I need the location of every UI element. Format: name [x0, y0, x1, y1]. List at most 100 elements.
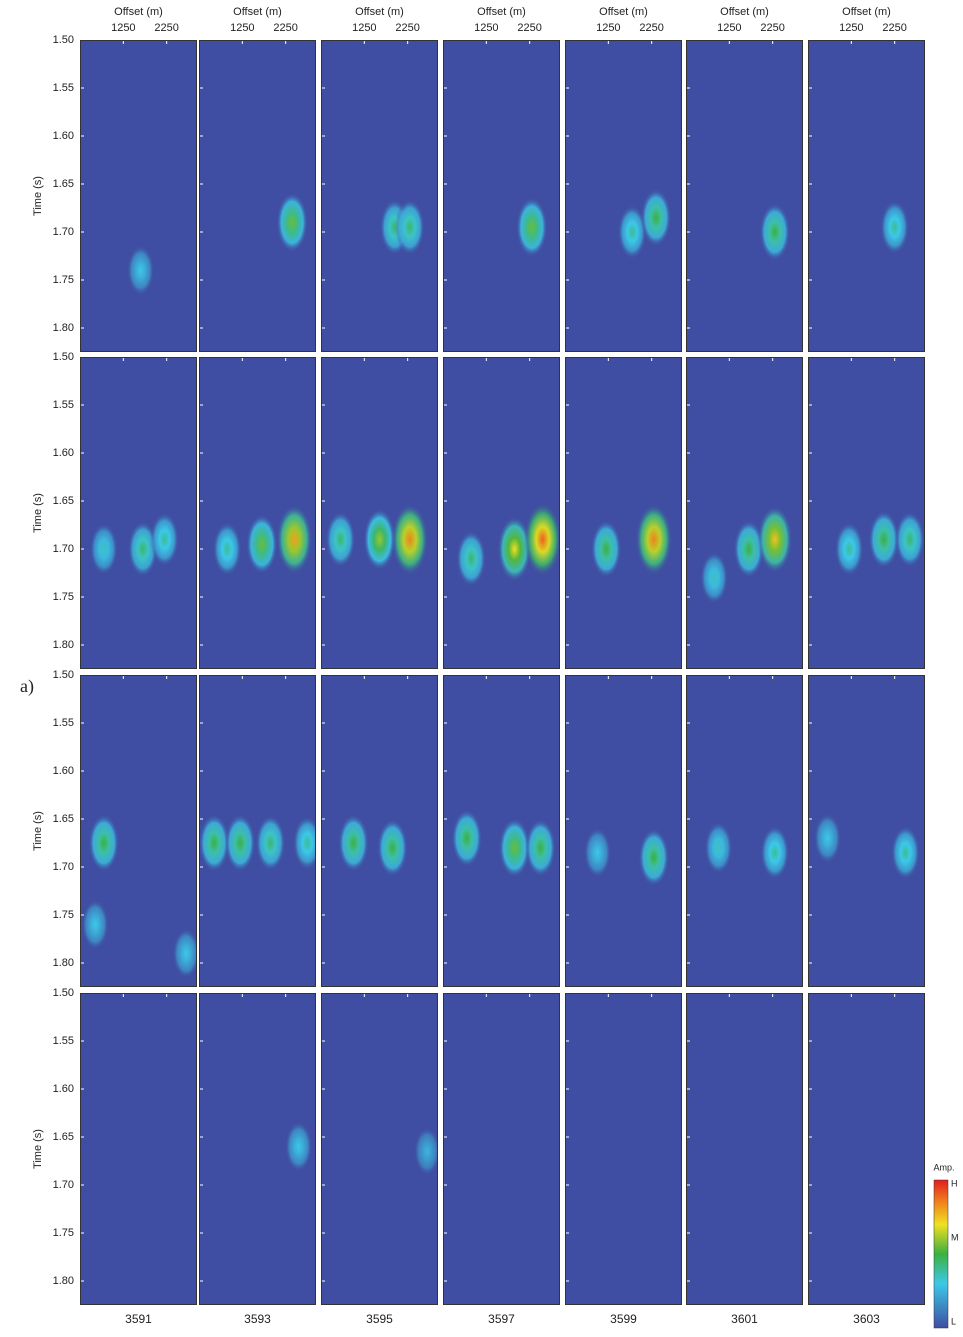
panel-background — [80, 357, 197, 669]
panel-frame — [321, 40, 438, 352]
panel — [686, 675, 803, 987]
panel — [443, 40, 560, 352]
amplitude-anomaly — [225, 814, 256, 872]
panel-frame — [443, 675, 560, 987]
panel-background — [686, 675, 803, 987]
colorbar-title: Amp. — [933, 1162, 954, 1172]
y-tick-label: 1.60 — [53, 765, 74, 777]
panel — [321, 675, 438, 987]
amplitude-anomaly — [498, 818, 531, 878]
amplitude-anomaly — [757, 505, 793, 573]
colorbar-label: M — [951, 1232, 959, 1242]
amplitude-anomaly — [338, 814, 369, 872]
panel — [686, 357, 803, 669]
panel — [321, 357, 438, 669]
panel — [808, 993, 925, 1305]
y-tick-label: 1.70 — [53, 861, 74, 873]
colorbar-label: H — [951, 1178, 958, 1188]
x-tick-label: 2250 — [395, 22, 419, 34]
panel-frame — [686, 357, 803, 669]
panel-frame — [565, 357, 682, 669]
amplitude-anomaly — [834, 522, 864, 576]
x-tick-label: 1250 — [839, 22, 863, 34]
amplitude-anomaly — [172, 928, 197, 979]
amplitude-anomaly — [456, 530, 486, 587]
y-tick-label: 1.50 — [53, 987, 74, 999]
x-tick-label: 2250 — [760, 22, 784, 34]
amplitude-anomaly — [377, 819, 408, 877]
amplitude-anomaly — [128, 521, 158, 577]
y-tick-label: 1.55 — [53, 399, 74, 411]
x-tick-label: 1250 — [474, 22, 498, 34]
panel — [199, 675, 316, 987]
y-tick-label: 1.65 — [53, 1131, 74, 1143]
amplitude-anomaly — [150, 512, 179, 567]
amplitude-anomaly — [516, 197, 548, 257]
panel-frame — [808, 357, 925, 669]
column-label: 3593 — [244, 1312, 271, 1326]
amplitude-anomaly — [199, 814, 230, 872]
panel-background — [686, 40, 803, 352]
panel-background — [686, 993, 803, 1305]
y-tick-label: 1.60 — [53, 447, 74, 459]
panel — [808, 40, 925, 352]
amplitude-anomaly — [868, 510, 899, 569]
y-tick-label: 1.75 — [53, 1227, 74, 1239]
offset-axis-title: Offset (m) — [842, 6, 891, 18]
panel-frame — [443, 40, 560, 352]
y-axis-title: Time (s) — [32, 493, 44, 533]
panel-background — [80, 993, 197, 1305]
panel-frame — [808, 675, 925, 987]
x-tick-label: 1250 — [596, 22, 620, 34]
offset-axis-title: Offset (m) — [114, 6, 163, 18]
panel-frame — [686, 675, 803, 987]
panel-background — [321, 40, 438, 352]
panel — [808, 675, 925, 987]
amplitude-anomaly — [246, 514, 278, 574]
offset-axis-title: Offset (m) — [355, 6, 404, 18]
amplitude-anomaly — [525, 819, 556, 877]
panel — [565, 40, 682, 352]
panel — [199, 357, 316, 669]
panel-frame — [808, 993, 925, 1305]
column-label: 3603 — [853, 1312, 880, 1326]
amplitude-anomaly — [635, 503, 673, 575]
y-tick-label: 1.65 — [53, 178, 74, 190]
y-tick-label: 1.55 — [53, 717, 74, 729]
amplitude-anomaly — [760, 825, 790, 880]
panel-frame — [443, 993, 560, 1305]
panel-background — [80, 40, 197, 352]
amplitude-anomaly — [81, 899, 109, 950]
amplitude-anomaly — [640, 188, 672, 247]
amplitude-anomaly — [212, 522, 242, 576]
panel — [199, 993, 316, 1305]
panel — [686, 40, 803, 352]
panel-frame — [80, 993, 197, 1305]
panel — [321, 993, 438, 1305]
panel — [80, 993, 197, 1305]
x-tick-label: 1250 — [230, 22, 254, 34]
panel — [199, 40, 316, 352]
y-tick-label: 1.75 — [53, 591, 74, 603]
y-tick-label: 1.70 — [53, 226, 74, 238]
x-tick-label: 2250 — [639, 22, 663, 34]
colorbar-label: L — [951, 1316, 956, 1326]
amplitude-anomaly — [704, 821, 733, 874]
column-label: 3595 — [366, 1312, 393, 1326]
amplitude-anomaly — [255, 815, 286, 871]
panel-frame — [565, 40, 682, 352]
panel-frame — [565, 675, 682, 987]
panel-frame — [199, 357, 316, 669]
y-tick-label: 1.75 — [53, 274, 74, 286]
amplitude-anomaly — [638, 828, 669, 887]
amplitude-anomaly — [88, 814, 119, 872]
y-tick-label: 1.65 — [53, 495, 74, 507]
panel-background — [443, 993, 560, 1305]
panel — [80, 675, 197, 987]
panel-frame — [321, 675, 438, 987]
column-label: 3591 — [125, 1312, 152, 1326]
panel-frame — [80, 675, 197, 987]
amplitude-anomaly — [325, 511, 356, 568]
